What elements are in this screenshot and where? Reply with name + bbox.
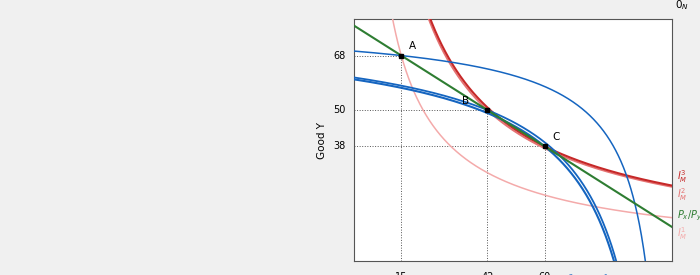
Text: $I_M^3$: $I_M^3$ bbox=[677, 168, 687, 185]
Text: 50: 50 bbox=[333, 105, 346, 115]
Text: 60: 60 bbox=[538, 272, 551, 275]
Text: 38: 38 bbox=[333, 141, 346, 151]
Text: $I_N^1$: $I_N^1$ bbox=[600, 272, 610, 275]
Text: $P_x / P_y$: $P_x / P_y$ bbox=[677, 209, 700, 223]
Text: C: C bbox=[552, 132, 560, 142]
Text: 42: 42 bbox=[481, 272, 493, 275]
Text: $I_M^2$: $I_M^2$ bbox=[677, 186, 687, 203]
Text: A: A bbox=[410, 42, 416, 51]
Text: 68: 68 bbox=[333, 51, 346, 60]
Text: 15: 15 bbox=[395, 272, 407, 275]
Text: Good Y: Good Y bbox=[316, 122, 327, 159]
Text: $I_N^2$: $I_N^2$ bbox=[565, 272, 575, 275]
Text: $0_N$: $0_N$ bbox=[676, 0, 689, 12]
Text: $I_M^1$: $I_M^1$ bbox=[677, 226, 687, 243]
Text: B: B bbox=[462, 96, 469, 106]
